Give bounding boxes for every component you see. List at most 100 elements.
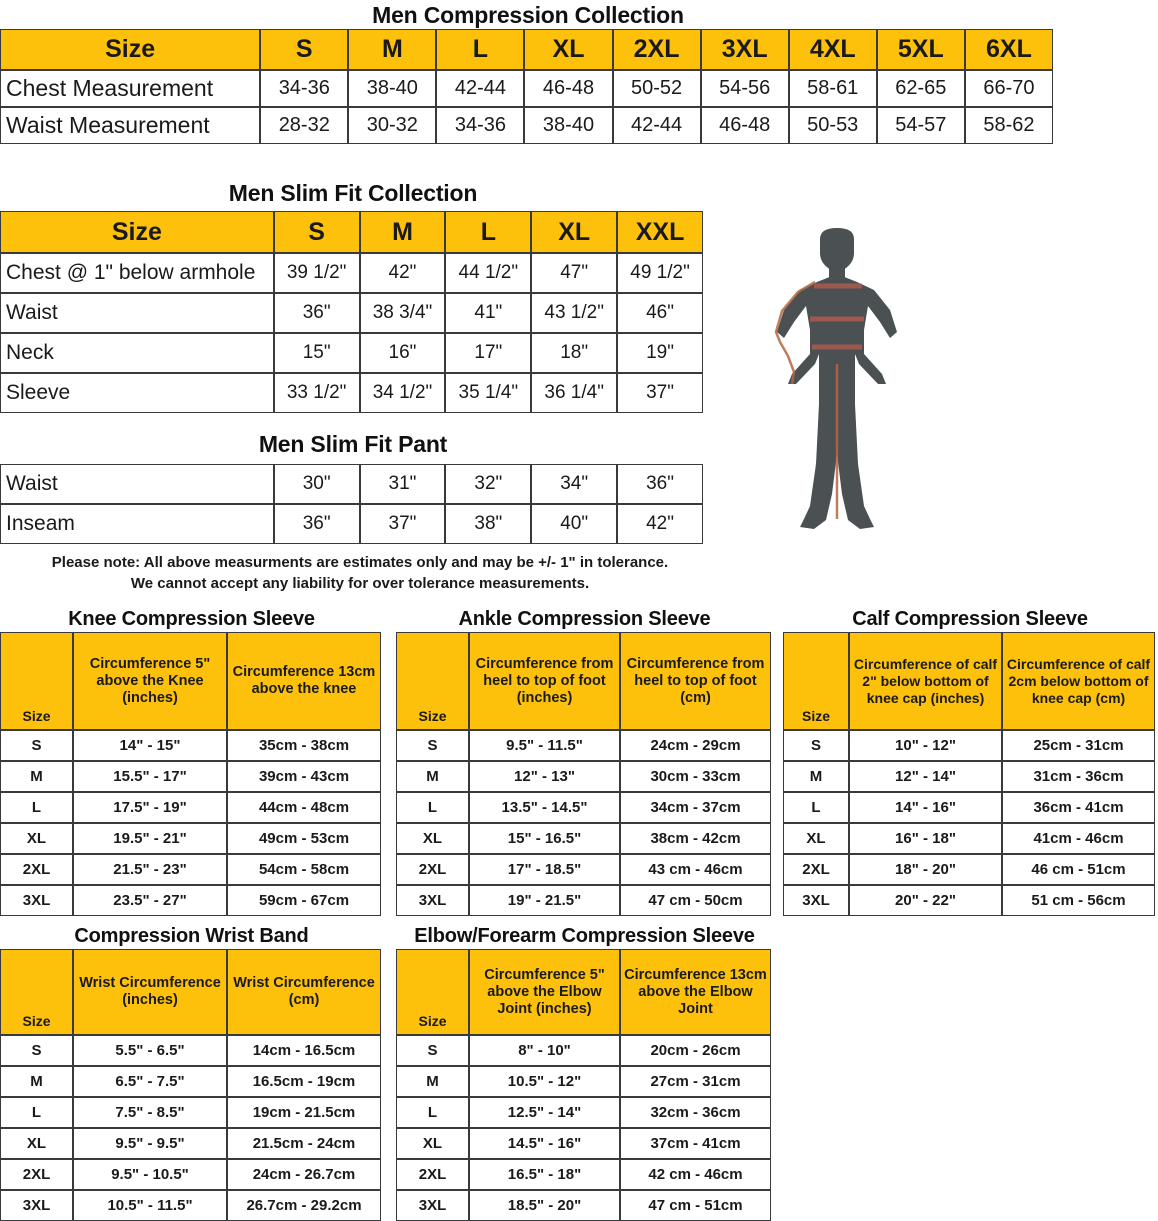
cell-size: 2XL [396, 1159, 469, 1190]
cell-inches: 7.5" - 8.5" [73, 1097, 227, 1128]
table-row: S 9.5" - 11.5" 24cm - 29cm [396, 730, 771, 761]
cell: 44 1/2" [445, 253, 532, 293]
cell-cm: 32cm - 36cm [620, 1097, 771, 1128]
table-header-row: Size Wrist Circumference (inches) Wrist … [0, 949, 381, 1035]
table-row: L 17.5" - 19" 44cm - 48cm [0, 792, 381, 823]
table-row: 2XL 17" - 18.5" 43 cm - 46cm [396, 854, 771, 885]
table-row: XL 9.5" - 9.5" 21.5cm - 24cm [0, 1128, 381, 1159]
calf-compression-sleeve-title: Calf Compression Sleeve [852, 608, 1088, 630]
knee-compression-sleeve-table: Size Circumference 5" above the Knee (in… [0, 632, 381, 916]
column-header-5xl: 5XL [876, 29, 965, 70]
cell: 50-52 [612, 70, 701, 107]
ankle-compression-sleeve-title: Ankle Compression Sleeve [458, 608, 711, 630]
cell-size: 2XL [396, 854, 469, 885]
cell-size: M [396, 1066, 469, 1097]
table-header-row: Size Circumference 5" above the Elbow Jo… [396, 949, 771, 1035]
cell-cm: 37cm - 41cm [620, 1128, 771, 1159]
cell-inches: 16" - 18" [849, 823, 1002, 854]
cell-size: XL [0, 823, 73, 854]
table-row: M 12" - 13" 30cm - 33cm [396, 761, 771, 792]
cell-cm: 16.5cm - 19cm [227, 1066, 381, 1097]
cell-size: S [783, 730, 849, 761]
cell-size: M [0, 761, 73, 792]
cell-size: 3XL [0, 885, 73, 916]
cell: 42-44 [436, 70, 525, 107]
cell-size: S [396, 1035, 469, 1066]
cell-cm: 39cm - 43cm [227, 761, 381, 792]
cell-cm: 34cm - 37cm [620, 792, 771, 823]
cell: 47" [531, 253, 618, 293]
cell-size: L [396, 792, 469, 823]
knee-compression-sleeve-title: Knee Compression Sleeve [68, 608, 315, 630]
men-compression-collection-table: Size S M L XL 2XL 3XL 4XL 5XL 6XL Chest … [0, 29, 1053, 144]
cell-inches: 9.5" - 11.5" [469, 730, 620, 761]
cell-size: L [0, 792, 73, 823]
cell: 17" [445, 333, 532, 373]
column-header-size: Size [0, 211, 274, 253]
cell-size: L [783, 792, 849, 823]
column-header-size: Size [396, 949, 469, 1035]
column-header-m: M [348, 29, 437, 70]
cell-cm: 59cm - 67cm [227, 885, 381, 916]
men-slim-fit-collection-table: Size S M L XL XXL Chest @ 1" below armho… [0, 211, 703, 413]
cell-inches: 18" - 20" [849, 854, 1002, 885]
cell: 33 1/2" [273, 373, 360, 413]
cell-inches: 8" - 10" [469, 1035, 620, 1066]
cell: 42" [359, 253, 446, 293]
cell-cm: 35cm - 38cm [227, 730, 381, 761]
cell-cm: 54cm - 58cm [227, 854, 381, 885]
elbow-forearm-compression-sleeve-table: Size Circumference 5" above the Elbow Jo… [396, 949, 771, 1221]
column-header-size: Size [396, 632, 469, 730]
elbow-forearm-compression-sleeve-title: Elbow/Forearm Compression Sleeve [414, 925, 755, 947]
cell-size: XL [783, 823, 849, 854]
table-row: 3XL 20" - 22" 51 cm - 56cm [783, 885, 1155, 916]
cell-size: 3XL [396, 1190, 469, 1221]
cell-cm: 41cm - 46cm [1002, 823, 1155, 854]
cell-size: XL [396, 1128, 469, 1159]
column-header-2xl: 2XL [612, 29, 701, 70]
note-lead: Please note: [51, 554, 141, 571]
table-row: XL 16" - 18" 41cm - 46cm [783, 823, 1155, 854]
cell-inches: 12" - 13" [469, 761, 620, 792]
cell-cm: 25cm - 31cm [1002, 730, 1155, 761]
cell: 32" [445, 464, 532, 504]
column-header-l: L [445, 211, 532, 253]
cell-inches: 21.5" - 23" [73, 854, 227, 885]
cell: 34" [531, 464, 618, 504]
cell-inches: 13.5" - 14.5" [469, 792, 620, 823]
cell: 35 1/4" [445, 373, 532, 413]
men-slim-fit-pant-table: Waist 30" 31" 32" 34" 36" Inseam 36" 37"… [0, 464, 703, 544]
row-label: Chest @ 1" below armhole [0, 253, 274, 293]
row-label: Inseam [0, 504, 274, 544]
cell-inches: 15" - 16.5" [469, 823, 620, 854]
cell-inches: 12" - 14" [849, 761, 1002, 792]
cell-cm: 36cm - 41cm [1002, 792, 1155, 823]
column-header-size: Size [783, 632, 849, 730]
cell: 37" [617, 373, 703, 413]
table-row: L 13.5" - 14.5" 34cm - 37cm [396, 792, 771, 823]
table-header-row: Size Circumference of calf 2" below bott… [783, 632, 1155, 730]
cell-size: 2XL [0, 854, 73, 885]
cell-inches: 12.5" - 14" [469, 1097, 620, 1128]
cell: 46" [617, 293, 703, 333]
column-header-6xl: 6XL [964, 29, 1053, 70]
measurement-outline [774, 280, 839, 519]
cell-inches: 19.5" - 21" [73, 823, 227, 854]
cell-cm: 31cm - 36cm [1002, 761, 1155, 792]
cell: 34 1/2" [359, 373, 446, 413]
cell: 36" [273, 293, 360, 333]
table-row: Waist 36" 38 3/4" 41" 43 1/2" 46" [0, 293, 703, 333]
cell: 39 1/2" [273, 253, 360, 293]
table-row: S 10" - 12" 25cm - 31cm [783, 730, 1155, 761]
cell-cm: 14cm - 16.5cm [227, 1035, 381, 1066]
cell-inches: 16.5" - 18" [469, 1159, 620, 1190]
column-header-xl: XL [524, 29, 613, 70]
male-body-measurement-diagram [722, 214, 952, 544]
table-row: Chest @ 1" below armhole 39 1/2" 42" 44 … [0, 253, 703, 293]
cell: 58-61 [788, 70, 877, 107]
cell-inches: 9.5" - 10.5" [73, 1159, 227, 1190]
cell-size: 3XL [396, 885, 469, 916]
cell-size: M [783, 761, 849, 792]
table-row: 3XL 10.5" - 11.5" 26.7cm - 29.2cm [0, 1190, 381, 1221]
column-header-inches: Circumference 5" above the Knee (inches) [73, 632, 227, 730]
